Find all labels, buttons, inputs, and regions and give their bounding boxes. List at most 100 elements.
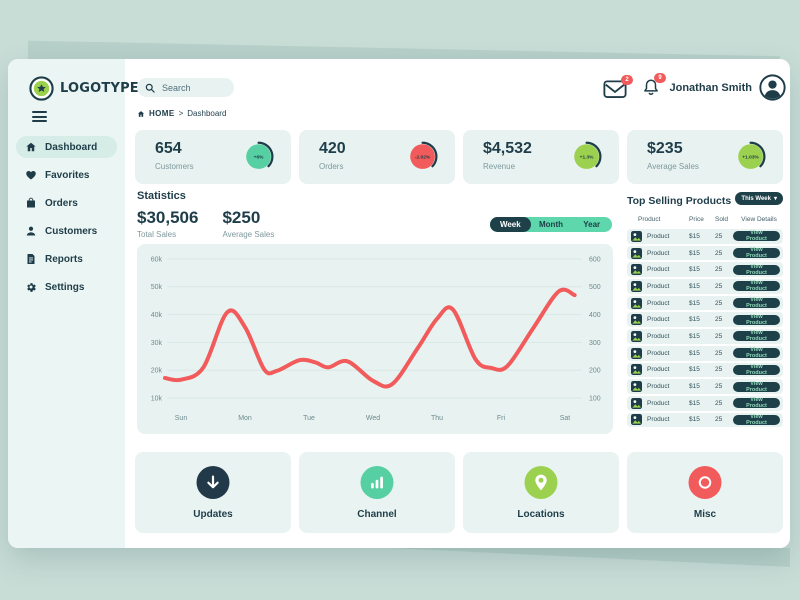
product-price: $15 (689, 249, 700, 257)
sidebar-item-dashboard[interactable]: Dashboard (16, 136, 117, 158)
mail-button[interactable]: 2 (603, 75, 633, 99)
column-header-view-details: View Details (741, 216, 777, 223)
sidebar-item-favorites[interactable]: Favorites (16, 164, 117, 186)
shortcut-card-locations[interactable]: Locations (463, 452, 619, 533)
product-row: Product $15 25 View Product (627, 379, 783, 394)
logo-text: LOGOTYPE (60, 81, 139, 96)
user-name: Jonathan Smith (669, 82, 752, 94)
user-avatar[interactable] (759, 74, 786, 101)
svg-text:50k: 50k (151, 284, 163, 291)
product-name: Product (647, 383, 670, 391)
product-row: Product $15 25 View Product (627, 262, 783, 278)
product-sold: 25 (715, 316, 723, 324)
breadcrumb-home-link[interactable]: HOME (149, 109, 175, 118)
arrow-down-icon (196, 466, 230, 499)
chart-left-axis: 10k 20k 30k 40k 50k 60k (151, 256, 163, 402)
sidebar-item-orders[interactable]: Orders (16, 192, 117, 214)
avatar-icon (759, 74, 786, 101)
statistics-summaries: $30,506 Total Sales $250 Average Sales (137, 208, 274, 239)
bell-icon (644, 79, 658, 96)
product-price: $15 (689, 282, 700, 290)
bottom-cards-row: Updates Channel Locations Misc (135, 452, 783, 533)
view-product-button[interactable]: View Product (733, 414, 780, 426)
view-product-button[interactable]: View Product (733, 264, 780, 276)
column-header-sold: Sold (715, 216, 729, 223)
sidebar-item-settings[interactable]: Settings (16, 276, 117, 298)
product-name: Product (647, 266, 670, 274)
bell-badge: 9 (654, 73, 666, 83)
product-row: Product $15 25 View Product (627, 279, 783, 294)
week-filter-label: This Week (741, 195, 771, 202)
shortcut-card-misc[interactable]: Misc (627, 452, 783, 533)
stat-cards-row: 654 Customers +6% 420 Orders -2.02% $4,532 Reve… (135, 130, 783, 184)
svg-text:30k: 30k (151, 340, 163, 347)
product-sold: 25 (715, 266, 723, 274)
range-option-year[interactable]: Year (583, 220, 601, 229)
search-input[interactable] (160, 81, 224, 94)
user-icon (25, 225, 37, 237)
dashboard-window: LOGOTYPE Dashboard Favorites Orders Custome… (8, 59, 790, 548)
mail-badge: 2 (621, 75, 633, 85)
product-name: Product (647, 349, 670, 357)
report-icon (25, 253, 37, 265)
product-row: Product $15 25 View Product (627, 345, 783, 361)
product-sold: 25 (715, 349, 723, 357)
product-row: Product $15 25 View Product (627, 395, 783, 411)
view-product-button[interactable]: View Product (733, 314, 780, 326)
statistics-chart: 10k 20k 30k 40k 50k 60k 100 200 300 400 500 600 Sun M… (137, 244, 613, 434)
svg-text:600: 600 (589, 256, 601, 263)
range-option-month[interactable]: Month (539, 220, 563, 229)
view-product-button[interactable]: View Product (733, 280, 780, 292)
breadcrumb-home-icon (137, 110, 145, 117)
line-chart: 10k 20k 30k 40k 50k 60k 100 200 300 400 500 600 Sun M… (151, 256, 601, 422)
sidebar-item-reports[interactable]: Reports (16, 248, 117, 270)
column-header-product: Product (638, 216, 661, 223)
product-price: $15 (689, 316, 700, 324)
svg-text:Thu: Thu (431, 415, 443, 422)
shortcut-card-label: Locations (517, 509, 565, 520)
stat-label: Orders (319, 162, 344, 171)
view-product-button[interactable]: View Product (733, 381, 780, 393)
product-sold: 25 (715, 366, 723, 374)
week-filter-dropdown[interactable]: This Week ▾ (735, 192, 783, 205)
sidebar-item-label: Reports (45, 253, 83, 265)
product-image-thumb-icon (631, 364, 642, 376)
view-product-button[interactable]: View Product (733, 230, 780, 242)
product-sold: 25 (715, 232, 723, 240)
chart-right-axis: 100 200 300 400 500 600 (589, 256, 601, 402)
svg-text:+6%: +6% (254, 154, 265, 160)
breadcrumb-current[interactable]: Dashboard (187, 109, 227, 118)
view-product-button[interactable]: View Product (733, 330, 780, 342)
summary-label: Average Sales (222, 230, 275, 239)
shopping-bag-icon (25, 197, 37, 209)
product-name: Product (647, 416, 670, 424)
view-product-button[interactable]: View Product (733, 347, 780, 359)
chart-line-series (163, 287, 577, 389)
sidebar-item-label: Dashboard (45, 141, 98, 153)
gear-icon (25, 281, 37, 293)
svg-text:+1.03%: +1.03% (742, 154, 759, 160)
sidebar-item-label: Favorites (45, 169, 90, 181)
menu-toggle-button[interactable] (32, 111, 47, 125)
product-price: $15 (689, 266, 700, 274)
shortcut-card-label: Channel (357, 509, 397, 520)
product-image-thumb-icon (631, 297, 642, 309)
notifications-button[interactable]: 9 (642, 73, 666, 99)
view-product-button[interactable]: View Product (733, 247, 780, 259)
view-product-button[interactable]: View Product (733, 397, 780, 409)
sidebar-item-customers[interactable]: Customers (16, 220, 117, 242)
shortcut-card-channel[interactable]: Channel (299, 452, 455, 533)
view-product-button[interactable]: View Product (733, 364, 780, 376)
range-option-week[interactable]: Week (490, 217, 531, 232)
product-name: Product (647, 316, 670, 324)
view-product-button[interactable]: View Product (733, 297, 780, 309)
product-price: $15 (689, 349, 700, 357)
product-row: Product $15 25 View Product (627, 295, 783, 311)
product-image-thumb-icon (631, 230, 642, 242)
top-products-title: Top Selling Products (627, 195, 732, 207)
stat-delta-ring: +1.03% (735, 141, 767, 173)
shortcut-card-updates[interactable]: Updates (135, 452, 291, 533)
product-image-thumb-icon (631, 330, 642, 342)
product-image-thumb-icon (631, 414, 642, 426)
